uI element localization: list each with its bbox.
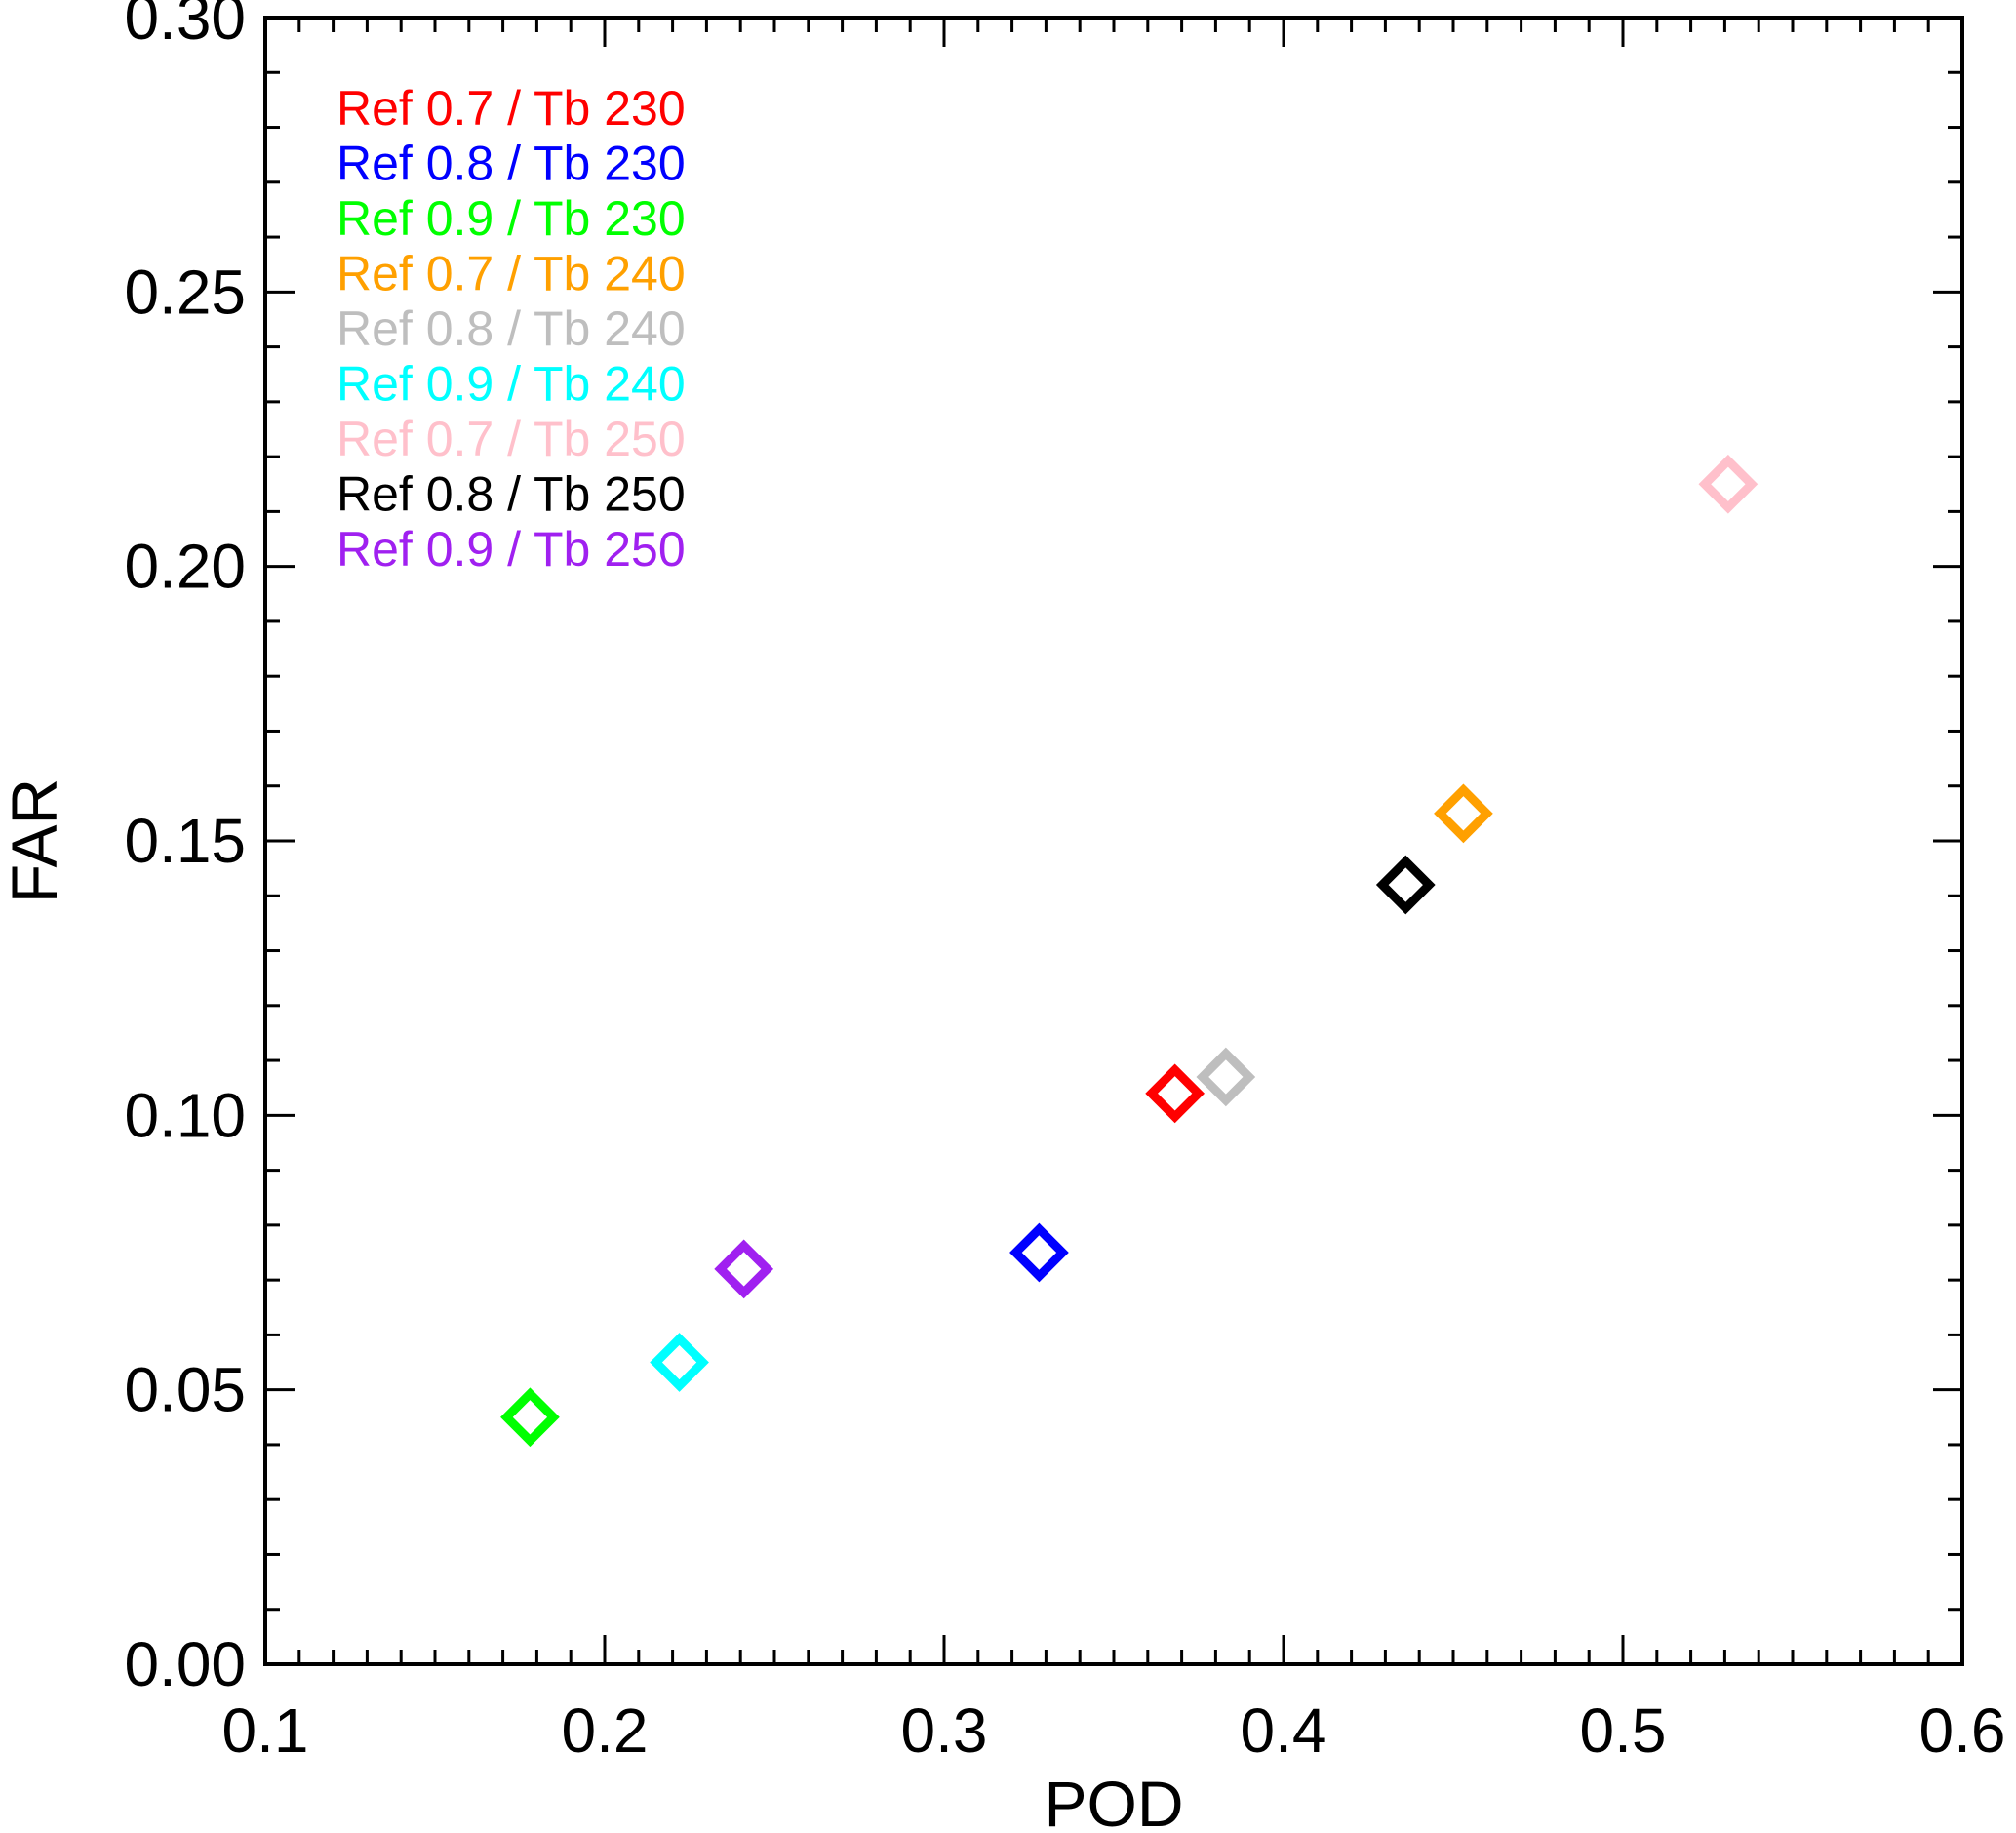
data-point-diamond: [1009, 1222, 1069, 1283]
x-tick-label: 0.3: [901, 1695, 988, 1766]
x-tick-label: 0.5: [1580, 1695, 1667, 1766]
legend-entry: Ref 0.7 / Tb 230: [336, 81, 686, 136]
data-point-diamond: [500, 1387, 560, 1448]
y-tick-label: 0.15: [124, 806, 246, 876]
legend-entry: Ref 0.9 / Tb 240: [336, 357, 686, 412]
data-point-diamond: [1434, 783, 1493, 844]
y-tick-label: 0.10: [124, 1080, 246, 1150]
axis-ticks: [263, 16, 1964, 1666]
legend-entry: Ref 0.8 / Tb 230: [336, 137, 686, 191]
data-point-diamond: [1196, 1047, 1256, 1107]
x-tick-label: 0.4: [1241, 1695, 1327, 1766]
y-tick-label: 0.25: [124, 257, 246, 327]
legend-entry: Ref 0.7 / Tb 240: [336, 247, 686, 301]
y-tick-label: 0.30: [124, 0, 246, 53]
data-point-diamond: [714, 1239, 774, 1299]
x-tick-label: 0.6: [1919, 1695, 2006, 1766]
y-tick-label: 0.05: [124, 1355, 246, 1425]
x-axis-title: POD: [1044, 1768, 1183, 1833]
legend-entry: Ref 0.9 / Tb 250: [336, 522, 686, 577]
x-tick-labels: 0.1 0.2 0.3 0.4 0.5 0.6: [222, 1695, 2006, 1766]
data-point-diamond: [1698, 454, 1759, 514]
data-point-diamond: [650, 1333, 709, 1392]
legend-entry: Ref 0.7 / Tb 250: [336, 412, 686, 466]
data-point-diamond: [1375, 855, 1436, 915]
legend-entry: Ref 0.8 / Tb 250: [336, 467, 686, 522]
y-tick-label: 0.00: [124, 1629, 246, 1699]
x-tick-label: 0.1: [222, 1695, 309, 1766]
legend-entry: Ref 0.8 / Tb 240: [336, 301, 686, 356]
data-point-diamond: [1145, 1063, 1206, 1124]
y-tick-label: 0.20: [124, 532, 246, 602]
data-points: [500, 454, 1759, 1448]
y-tick-labels: 0.00 0.05 0.10 0.15 0.20 0.25 0.30: [124, 0, 246, 1699]
legend-entry: Ref 0.9 / Tb 230: [336, 191, 686, 246]
x-tick-label: 0.2: [562, 1695, 649, 1766]
y-axis-title: FAR: [0, 778, 70, 903]
